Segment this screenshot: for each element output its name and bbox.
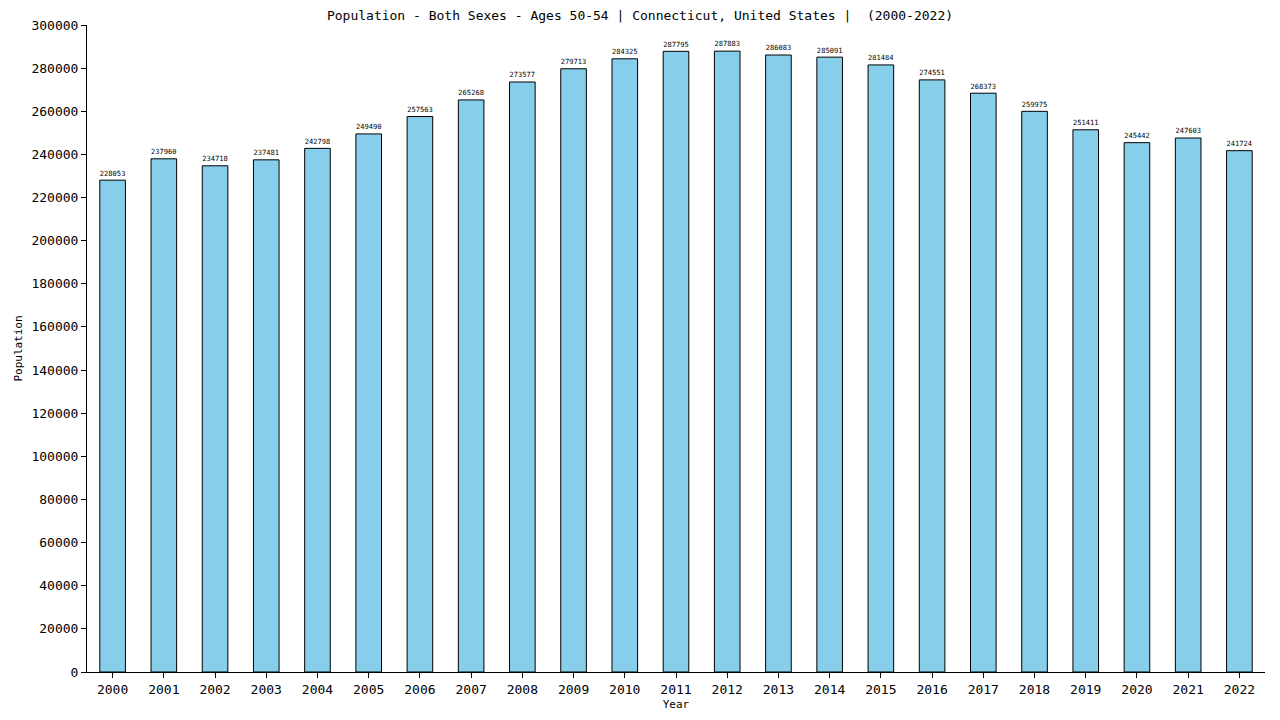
svg-text:2003: 2003 — [251, 682, 282, 697]
svg-text:280000: 280000 — [31, 61, 78, 76]
svg-text:2020: 2020 — [1121, 682, 1152, 697]
svg-text:2022: 2022 — [1224, 682, 1255, 697]
svg-text:2016: 2016 — [916, 682, 947, 697]
svg-text:259975: 259975 — [1022, 100, 1048, 109]
svg-text:220000: 220000 — [31, 190, 78, 205]
svg-text:2018: 2018 — [1019, 682, 1050, 697]
svg-text:241724: 241724 — [1227, 139, 1252, 148]
svg-text:200000: 200000 — [31, 233, 78, 248]
svg-text:2008: 2008 — [507, 682, 538, 697]
svg-text:80000: 80000 — [39, 492, 78, 507]
svg-text:257563: 257563 — [407, 105, 433, 114]
svg-text:2006: 2006 — [404, 682, 435, 697]
svg-text:284325: 284325 — [612, 47, 638, 56]
svg-text:180000: 180000 — [31, 276, 78, 291]
svg-text:2019: 2019 — [1070, 682, 1101, 697]
svg-text:237960: 237960 — [151, 147, 177, 156]
svg-text:247603: 247603 — [1175, 126, 1201, 135]
svg-text:237481: 237481 — [253, 148, 279, 157]
svg-text:2005: 2005 — [353, 682, 384, 697]
svg-text:60000: 60000 — [39, 535, 78, 550]
svg-text:120000: 120000 — [31, 406, 78, 421]
svg-text:268373: 268373 — [971, 82, 997, 91]
svg-text:2011: 2011 — [660, 682, 691, 697]
svg-text:287795: 287795 — [663, 40, 689, 49]
svg-text:2004: 2004 — [302, 682, 333, 697]
svg-text:2007: 2007 — [455, 682, 486, 697]
svg-text:2001: 2001 — [148, 682, 179, 697]
svg-text:2010: 2010 — [609, 682, 640, 697]
svg-text:240000: 240000 — [31, 147, 78, 162]
svg-text:285091: 285091 — [817, 46, 843, 55]
svg-text:265268: 265268 — [458, 88, 484, 97]
svg-text:Population: Population — [12, 315, 25, 381]
svg-text:260000: 260000 — [31, 104, 78, 119]
svg-text:2009: 2009 — [558, 682, 589, 697]
svg-text:2002: 2002 — [199, 682, 230, 697]
svg-text:249490: 249490 — [356, 122, 382, 131]
svg-text:228053: 228053 — [100, 169, 126, 178]
svg-text:2013: 2013 — [763, 682, 794, 697]
svg-text:251411: 251411 — [1073, 118, 1099, 127]
svg-text:140000: 140000 — [31, 363, 78, 378]
svg-text:Population - Both Sexes - Ages: Population - Both Sexes - Ages 50-54 | C… — [327, 8, 953, 23]
svg-text:273577: 273577 — [510, 70, 536, 79]
svg-text:300000: 300000 — [31, 18, 78, 33]
svg-text:281484: 281484 — [868, 53, 893, 62]
svg-text:245442: 245442 — [1124, 131, 1150, 140]
svg-text:160000: 160000 — [31, 319, 78, 334]
svg-text:2021: 2021 — [1173, 682, 1204, 697]
svg-text:2000: 2000 — [97, 682, 128, 697]
svg-text:286083: 286083 — [766, 43, 792, 52]
svg-text:2017: 2017 — [968, 682, 999, 697]
svg-text:287883: 287883 — [714, 39, 740, 48]
svg-text:2015: 2015 — [865, 682, 896, 697]
svg-text:2012: 2012 — [712, 682, 743, 697]
svg-text:2014: 2014 — [814, 682, 845, 697]
svg-text:0: 0 — [71, 665, 79, 680]
svg-text:100000: 100000 — [31, 449, 78, 464]
svg-text:Year: Year — [663, 698, 690, 711]
svg-text:234718: 234718 — [202, 154, 228, 163]
svg-text:20000: 20000 — [39, 621, 78, 636]
svg-text:279713: 279713 — [561, 57, 587, 66]
svg-text:274551: 274551 — [919, 68, 945, 77]
svg-text:242798: 242798 — [305, 137, 331, 146]
svg-text:40000: 40000 — [39, 578, 78, 593]
